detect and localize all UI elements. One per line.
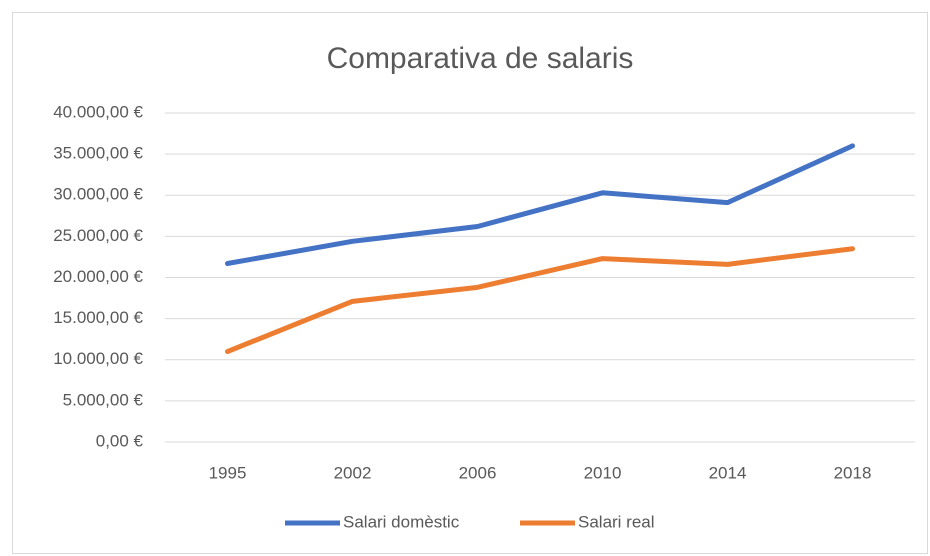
x-tick-label: 2002 (334, 463, 372, 482)
series-line (225, 246, 855, 355)
y-tick-label: 40.000,00 € (53, 102, 143, 121)
y-tick-label: 25.000,00 € (53, 226, 143, 245)
y-tick-label: 30.000,00 € (53, 185, 143, 204)
legend-label: Salari domèstic (343, 512, 460, 531)
x-tick-label: 2006 (459, 463, 497, 482)
y-tick-label: 5.000,00 € (63, 390, 144, 409)
chart-border (12, 12, 928, 554)
y-tick-label: 10.000,00 € (53, 349, 143, 368)
x-tick-label: 1995 (209, 463, 247, 482)
y-tick-label: 35.000,00 € (53, 144, 143, 163)
y-tick-label: 20.000,00 € (53, 267, 143, 286)
x-tick-label: 2014 (709, 463, 747, 482)
x-tick-label: 2018 (834, 463, 872, 482)
y-tick-label: 15.000,00 € (53, 308, 143, 327)
legend-label: Salari real (578, 512, 655, 531)
chart-title: Comparativa de salaris (327, 42, 634, 75)
x-tick-label: 2010 (584, 463, 622, 482)
y-tick-label: 0,00 € (96, 431, 144, 450)
series-line (225, 143, 855, 267)
